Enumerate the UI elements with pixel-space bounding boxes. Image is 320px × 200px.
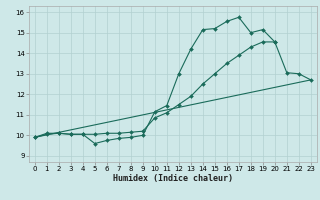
X-axis label: Humidex (Indice chaleur): Humidex (Indice chaleur) [113, 174, 233, 183]
